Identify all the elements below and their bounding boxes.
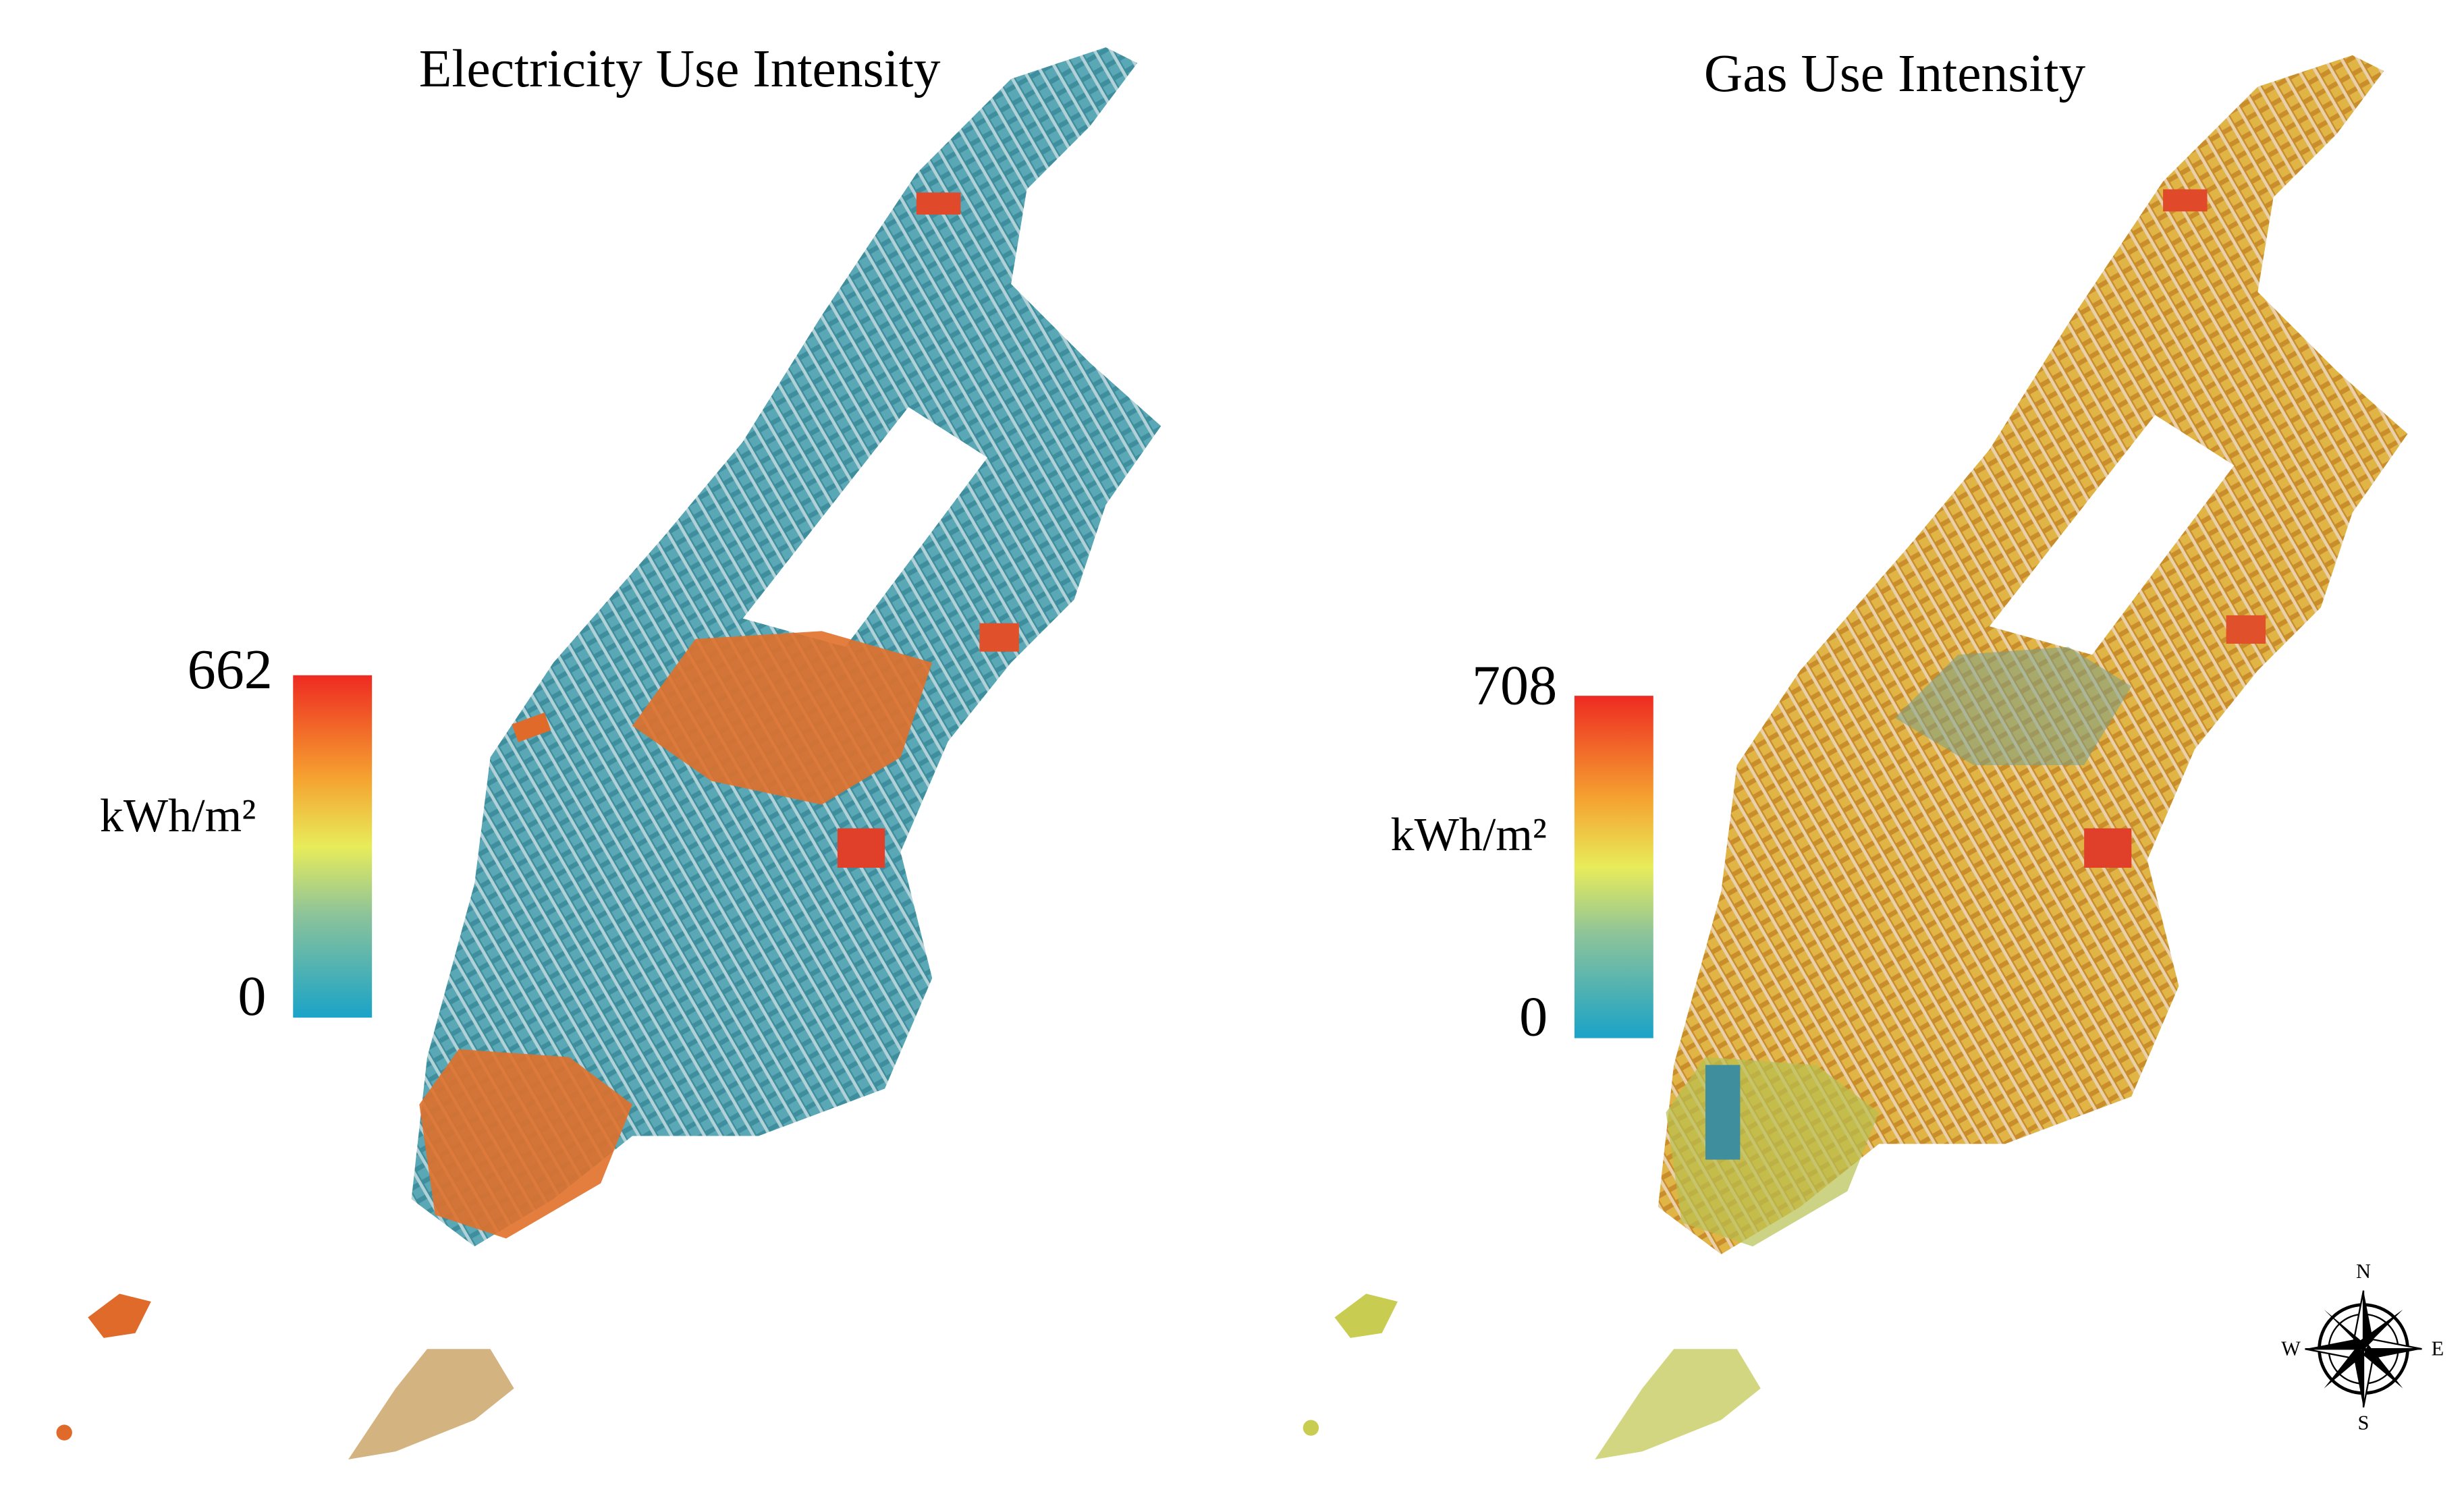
- map-title: Gas Use Intensity: [1704, 44, 2085, 103]
- colorbar-unit: kWh/m²: [1391, 808, 1547, 861]
- building-cluster: [979, 623, 1019, 652]
- building-cluster: [2163, 189, 2208, 212]
- compass-rose: [2305, 1290, 2422, 1408]
- central-park: [1989, 414, 2235, 655]
- island: [1595, 1349, 1761, 1459]
- island: [56, 1424, 72, 1441]
- compass-west: W: [2281, 1337, 2301, 1360]
- midtown-mixed: [1894, 646, 2132, 766]
- colorbar-unit: kWh/m²: [100, 789, 256, 842]
- island: [1303, 1420, 1319, 1436]
- building-cluster: [2226, 615, 2266, 644]
- colorbar-min: 0: [1519, 985, 1548, 1048]
- midtown-high-intensity: [632, 631, 933, 805]
- compass-east: E: [2432, 1337, 2444, 1360]
- map-title: Electricity Use Intensity: [419, 39, 941, 99]
- building-cluster: [2084, 828, 2132, 868]
- island: [348, 1349, 514, 1459]
- island: [1334, 1294, 1398, 1338]
- colorbar: [293, 675, 373, 1018]
- compass-north: N: [2356, 1260, 2371, 1283]
- electricity-map: [56, 47, 1161, 1459]
- gas-map: [1303, 55, 2408, 1459]
- colorbar: [1574, 696, 1653, 1038]
- building-cluster: [1705, 1065, 1741, 1160]
- central-park: [742, 407, 988, 647]
- island: [88, 1294, 151, 1338]
- building-cluster: [512, 712, 551, 742]
- building-cluster: [916, 192, 961, 215]
- colorbar-max: 708: [1472, 654, 1557, 717]
- compass-south: S: [2358, 1411, 2370, 1434]
- building-cluster: [837, 828, 885, 868]
- colorbar-min: 0: [238, 965, 266, 1028]
- downtown-high-intensity: [419, 1049, 632, 1239]
- colorbar-max: 662: [188, 638, 273, 701]
